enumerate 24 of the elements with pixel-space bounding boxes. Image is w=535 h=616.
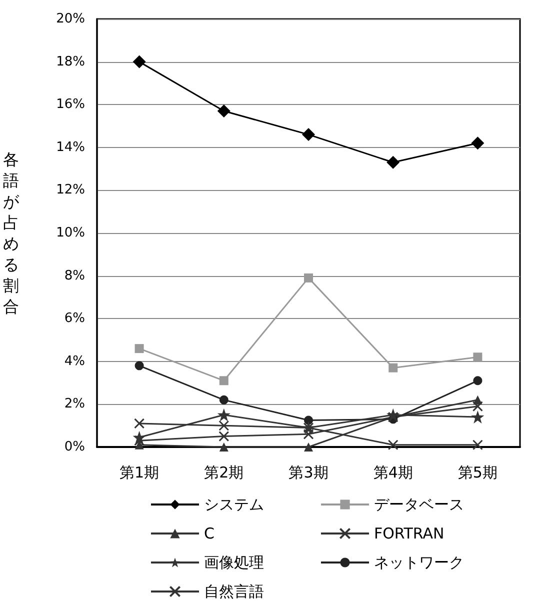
y-axis-title: 各語が占める割合 <box>3 150 20 316</box>
x-tick-label: 第4期 <box>373 464 413 482</box>
y-tick-label: 6% <box>64 311 85 326</box>
x-tick-label: 第1期 <box>120 464 160 482</box>
y-tick-label: 16% <box>56 97 85 112</box>
y-tick-label: 10% <box>56 226 85 240</box>
y-tick-label: 0% <box>64 440 85 454</box>
y-tick-label: 20% <box>56 12 85 26</box>
legend-label: 画像処理 <box>204 554 264 572</box>
y-tick-label: 14% <box>56 140 85 155</box>
x-tick-label: 第3期 <box>288 464 328 482</box>
x-tick-label: 第5期 <box>458 464 498 482</box>
y-tick-label: 18% <box>56 54 85 70</box>
legend-label: 自然言語 <box>204 582 264 600</box>
legend-label: システム <box>204 496 264 514</box>
y-tick-label: 2% <box>64 396 85 412</box>
y-tick-label: 8% <box>64 268 85 284</box>
legend-label: データベース <box>374 496 464 514</box>
x-tick-label: 第2期 <box>204 464 244 482</box>
legend-label: C <box>204 524 214 542</box>
y-tick-label: 12% <box>56 182 85 198</box>
legend-label: FORTRAN <box>374 524 444 542</box>
y-tick-label: 4% <box>64 354 85 369</box>
legend-label: ネットワーク <box>374 554 464 572</box>
